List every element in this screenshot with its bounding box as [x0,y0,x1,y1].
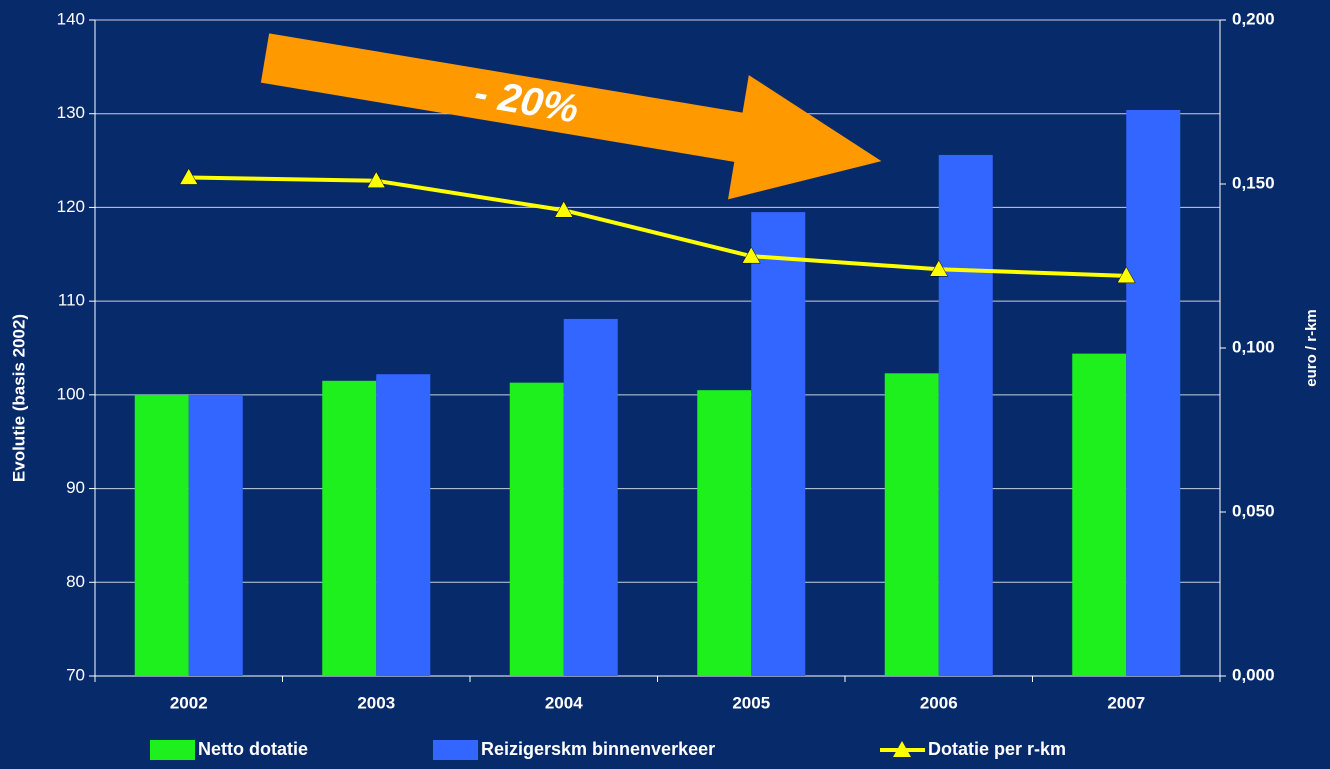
line-marker [1116,266,1136,284]
y2-tick-label: 0,050 [1232,501,1275,520]
bar [938,154,993,676]
x-tick-label: 2004 [545,693,583,712]
line-marker [929,259,949,277]
bar [322,380,377,676]
y2-tick-label: 0,000 [1232,665,1275,684]
y2-tick-label: 0,150 [1232,173,1275,192]
bar [509,382,564,676]
line-marker [366,171,386,188]
y-axis-label: Evolutie (basis 2002) [9,314,28,482]
bar [134,394,189,676]
line-series [188,175,1127,278]
arrow-shape [260,33,882,200]
bar [1126,109,1181,677]
legend-label: Dotatie per r-km [928,739,1066,759]
x-tick-label: 2005 [732,693,770,712]
legend-swatch [433,740,478,760]
line-marker [554,200,574,218]
y-tick-label: 90 [66,478,85,497]
x-tick-label: 2002 [170,693,208,712]
y-tick-label: 130 [57,103,85,122]
annotation-arrow: - 20% [260,33,882,200]
x-tick-label: 2003 [357,693,395,712]
legend-swatch [150,740,195,760]
y-tick-label: 110 [58,291,85,310]
y2-axis-label: euro / r-km [1303,309,1320,387]
y-tick-label: 70 [66,665,85,684]
bar [751,212,806,676]
x-tick-label: 2007 [1107,693,1145,712]
annotation: - 20% [471,71,581,132]
bar [697,390,752,676]
x-tick-label: 2006 [920,693,958,712]
line-marker [179,167,199,185]
bar [884,373,939,676]
legend-marker [893,741,911,757]
legend-label: Netto dotatie [198,739,308,759]
y2-tick-label: 0,100 [1232,337,1275,356]
y-tick-label: 100 [57,384,85,403]
legend-label: Reizigerskm binnenverkeer [481,739,715,759]
bar [188,394,243,676]
y-tick-label: 120 [57,197,85,216]
y-tick-label: 140 [57,9,85,28]
bar [1072,353,1127,676]
bar [563,318,618,676]
y-tick-label: 80 [66,572,85,591]
y2-tick-label: 0,200 [1232,9,1275,28]
bar [376,374,431,676]
line-marker [741,246,761,264]
